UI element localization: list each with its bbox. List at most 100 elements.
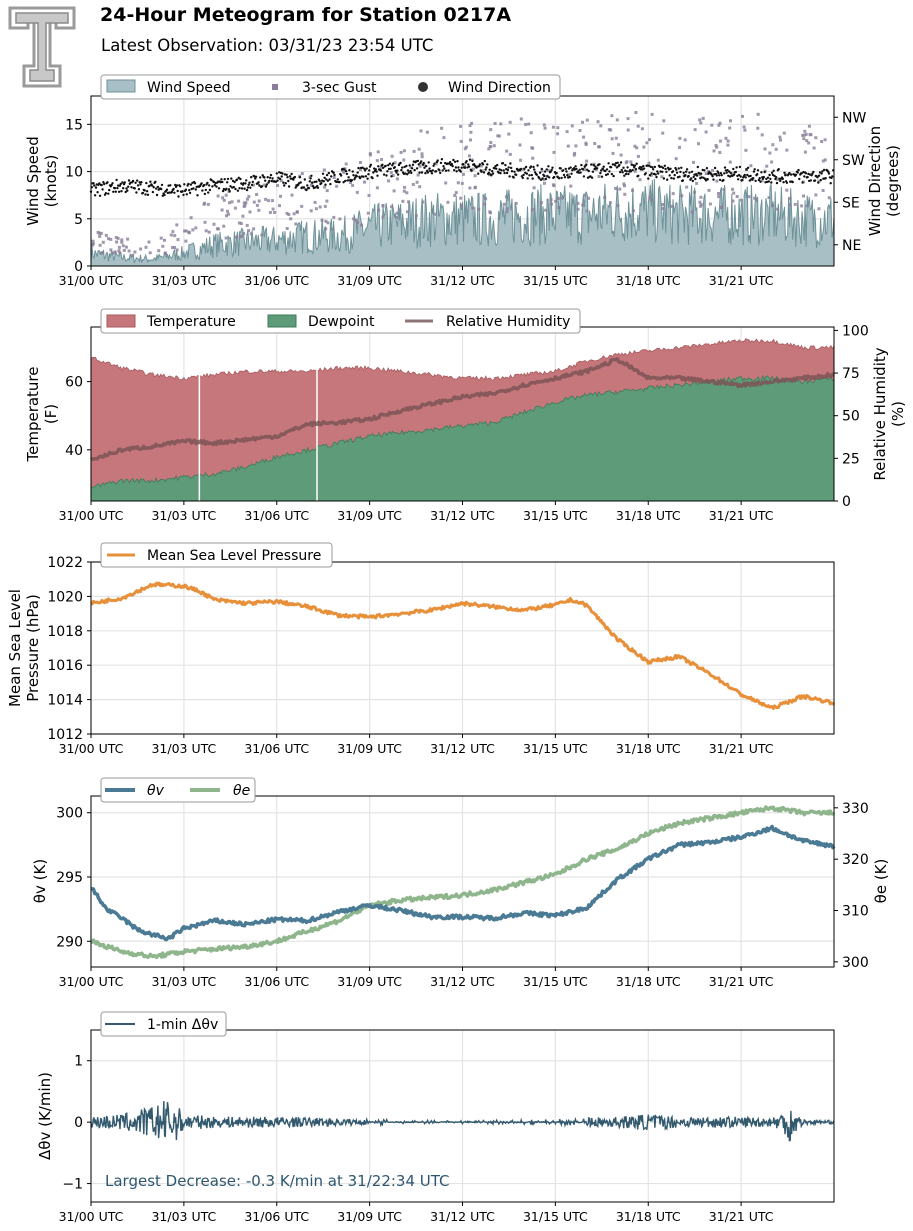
rh-label-1: Relative Humidity (871, 347, 889, 480)
y2-tick-label: 320 (842, 852, 869, 868)
pressure-path (90, 581, 836, 710)
direction-point (530, 173, 533, 177)
gust-point (255, 203, 259, 207)
gust-point (376, 150, 380, 154)
gust-point (99, 231, 103, 235)
theta-e-ticks: 300 310 320 330 (834, 801, 869, 971)
largest-decrease-annotation: Largest Decrease: -0.3 K/min at 31/22:34… (105, 1172, 450, 1190)
gust-point (342, 170, 346, 174)
direction-point (515, 173, 518, 176)
gust-point (770, 160, 774, 164)
direction-point (245, 188, 249, 192)
wind-y2-label-2: (degrees) (884, 145, 902, 217)
gust-point (144, 245, 148, 249)
direction-point (578, 168, 581, 171)
direction-point (616, 161, 619, 164)
direction-point (541, 177, 544, 180)
direction-point (326, 179, 330, 182)
gust-point (634, 111, 638, 114)
x-tick-label: 31/06 UTC (244, 974, 309, 989)
direction-point (315, 180, 318, 183)
direction-point (453, 160, 457, 163)
direction-point (374, 168, 377, 171)
direction-point (536, 164, 539, 167)
gust-point (234, 235, 238, 239)
direction-point (467, 165, 471, 168)
direction-point (339, 174, 343, 177)
direction-point (505, 171, 509, 175)
gust-point (785, 188, 789, 192)
gust-point (778, 135, 782, 139)
gust-point (552, 150, 556, 154)
gust-point (323, 204, 327, 208)
direction-point (400, 168, 403, 172)
direction-point (560, 176, 563, 180)
direction-point (546, 175, 549, 178)
x-tick-label: 31/00 UTC (59, 508, 124, 523)
gust-point (416, 173, 420, 177)
direction-point (287, 179, 290, 183)
dtheta-x-ticks: 31/00 UTC 31/03 UTC 31/06 UTC 31/09 UTC 31/1… (59, 1202, 774, 1224)
pressure-grid (90, 561, 834, 735)
direction-point (824, 177, 827, 180)
direction-point (669, 167, 672, 170)
direction-point (177, 195, 180, 198)
gust-point (389, 171, 393, 175)
temperature-swatch (106, 314, 136, 328)
gust-point (814, 193, 818, 197)
gust-point (584, 143, 588, 146)
direction-point (121, 181, 124, 184)
gust-point (685, 185, 689, 189)
gust-point (744, 148, 748, 152)
direction-point (322, 180, 325, 183)
dtheta-path (90, 1101, 835, 1142)
gust-point (260, 233, 264, 237)
direction-point (495, 167, 498, 170)
direction-point (254, 175, 258, 178)
direction-point (778, 177, 781, 180)
gust-point (615, 118, 619, 122)
gust-point (583, 193, 586, 197)
direction-point (393, 166, 396, 169)
y-tick-label: 1012 (47, 727, 83, 743)
direction-point (344, 179, 347, 183)
direction-point (320, 181, 323, 185)
direction-point (812, 170, 815, 174)
gust-point (387, 179, 391, 183)
direction-point (664, 167, 667, 171)
gust-point (453, 193, 457, 197)
theta-v-ticks: 290 295 300 (56, 806, 91, 950)
direction-point (154, 180, 157, 183)
direction-point (788, 171, 791, 175)
gust-point (529, 131, 533, 135)
gust-point (527, 122, 531, 126)
gust-point (412, 149, 416, 153)
gust-point (735, 195, 739, 198)
direction-point (484, 168, 487, 171)
direction-point (566, 174, 569, 177)
gust-point (459, 139, 463, 143)
direction-point (189, 183, 193, 186)
gust-point (614, 187, 618, 190)
direction-point (145, 190, 149, 193)
direction-point (586, 168, 589, 171)
direction-point (325, 173, 329, 177)
direction-point (294, 186, 297, 189)
direction-point (756, 173, 759, 176)
gust-point (567, 173, 570, 177)
gust-point (420, 152, 424, 156)
direction-point (654, 173, 657, 176)
gust-point (610, 137, 614, 141)
gust-point (578, 129, 582, 132)
y-tick-label: 60 (65, 375, 83, 391)
direction-point (127, 179, 131, 182)
gust-point (626, 117, 630, 121)
gust-point (540, 169, 544, 173)
direction-point (346, 179, 349, 182)
direction-point (308, 180, 311, 183)
direction-point (139, 183, 142, 186)
wind-legend-speed: Wind Speed (147, 80, 231, 96)
x-tick-label: 31/09 UTC (337, 273, 402, 288)
direction-point (699, 172, 703, 175)
direction-point (718, 174, 721, 177)
